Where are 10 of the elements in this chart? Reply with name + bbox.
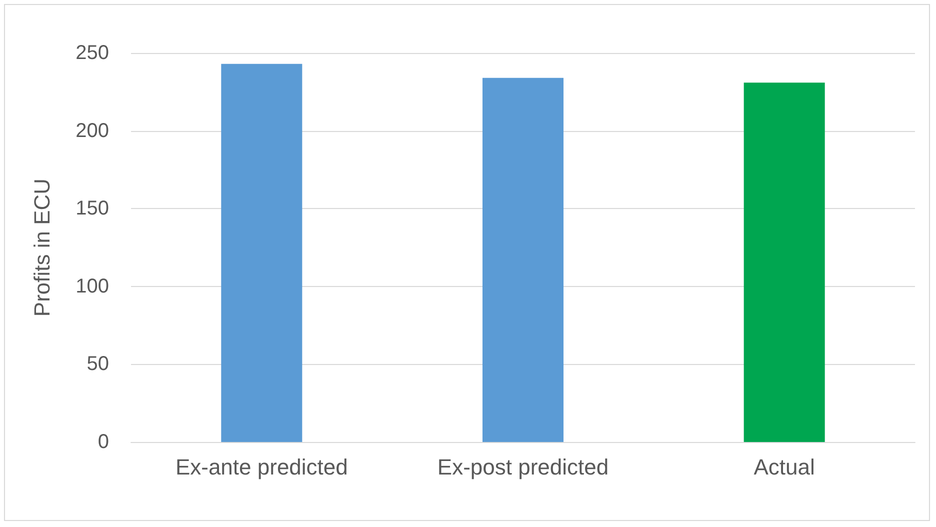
y-tick-label: 250 [76, 42, 109, 64]
y-tick-label: 100 [76, 275, 109, 298]
x-tick-label: Ex-ante predicted [175, 454, 348, 480]
y-tick-label: 0 [98, 431, 109, 453]
y-tick-label: 50 [86, 353, 109, 376]
x-tick-label: Ex-post predicted [437, 454, 609, 480]
y-axis-title: Profits in ECU [30, 178, 54, 317]
x-tick-label: Actual [754, 454, 815, 480]
y-tick-label: 200 [76, 120, 109, 142]
y-tick-label: 150 [76, 198, 109, 220]
